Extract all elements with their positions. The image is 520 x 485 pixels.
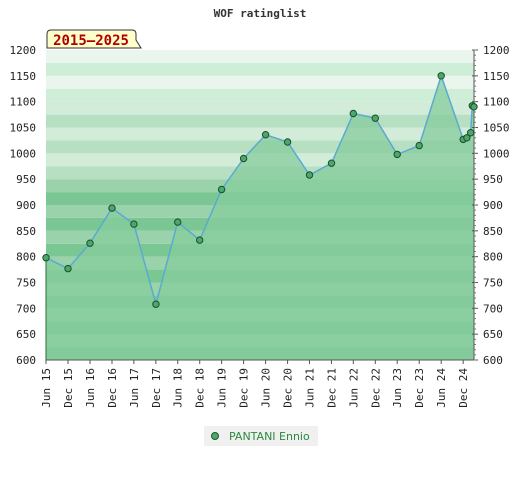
grid-band [46, 127, 474, 141]
x-tick-label: Jun 21 [303, 368, 316, 408]
grid-band [46, 88, 474, 102]
y-tick-label-right: 1100 [483, 96, 510, 109]
data-point [196, 236, 204, 244]
x-tick-label: Jun 20 [260, 368, 273, 408]
y-tick-label-right: 650 [483, 328, 503, 341]
y-tick-label-left: 1050 [10, 122, 37, 135]
y-tick-label-left: 850 [16, 225, 36, 238]
data-point [42, 254, 50, 262]
grid-band [46, 75, 474, 89]
data-point [466, 129, 475, 137]
legend-series-label: PANTANI Ennio [229, 429, 310, 443]
axes: 600 600 650 650 700 700 750 750 800 800 850 850 900 9… [10, 44, 510, 408]
x-tick-label: Dec 15 [62, 368, 75, 408]
x-tick-label: Dec 20 [282, 368, 295, 408]
y-tick-label-right: 800 [483, 251, 503, 264]
data-point [327, 159, 336, 167]
data-point [283, 138, 292, 146]
x-tick-label: Dec 19 [238, 368, 251, 408]
x-tick-label: Jun 23 [391, 368, 404, 408]
y-tick-label-right: 1050 [483, 122, 510, 135]
x-tick-label: Dec 24 [457, 368, 470, 408]
y-tick-label-right: 600 [483, 354, 503, 367]
data-point [437, 72, 445, 80]
y-tick-label-left: 1150 [10, 70, 37, 83]
grid-band [46, 114, 474, 128]
data-point [470, 103, 478, 111]
data-point [239, 154, 248, 163]
y-tick-label-right: 1000 [483, 147, 510, 160]
y-tick-label-right: 950 [483, 173, 503, 186]
chart-title: WOF ratinglist [214, 7, 307, 20]
data-point [305, 171, 314, 179]
y-tick-label-left: 1000 [10, 147, 37, 160]
data-point [152, 300, 160, 308]
x-tick-label: Dec 16 [106, 368, 119, 408]
period-box: 2015–2025 [46, 29, 142, 49]
period-label: 2015–2025 [53, 33, 129, 49]
data-point [86, 239, 94, 247]
x-tick-label: Dec 22 [369, 368, 382, 408]
y-tick-label-right: 1150 [483, 70, 510, 83]
y-tick-label-left: 750 [16, 277, 36, 290]
grid-band [46, 50, 474, 63]
x-tick-label: Dec 17 [150, 368, 163, 408]
data-point [174, 218, 182, 226]
x-tick-label: Jun 15 [40, 368, 53, 408]
x-tick-label: Jun 17 [128, 368, 141, 408]
x-tick-label: Dec 18 [194, 368, 207, 408]
x-tick-label: Jun 22 [347, 368, 360, 408]
x-tick-label: Jun 16 [84, 368, 97, 408]
data-point [217, 185, 226, 194]
y-tick-label-left: 900 [16, 199, 36, 212]
grid-band [46, 62, 474, 76]
data-point [349, 109, 357, 118]
y-tick-label-right: 750 [483, 277, 503, 290]
y-tick-label-left: 1100 [10, 96, 37, 109]
y-tick-label-left: 600 [16, 354, 36, 367]
y-tick-label-right: 850 [483, 225, 503, 238]
y-tick-label-right: 900 [483, 199, 503, 212]
markers-layer [42, 72, 478, 308]
x-tick-label: Jun 18 [172, 368, 185, 408]
data-point [261, 131, 270, 139]
data-point [64, 264, 72, 273]
data-point [108, 204, 116, 212]
y-tick-label-left: 1200 [10, 44, 37, 57]
x-tick-label: Jun 24 [435, 368, 448, 408]
y-tick-label-left: 650 [16, 328, 36, 341]
data-point [393, 150, 401, 159]
data-point [371, 114, 379, 122]
data-point [463, 134, 471, 142]
y-tick-label-right: 700 [483, 302, 503, 315]
grid-band [46, 101, 474, 115]
y-tick-label-right: 1200 [483, 44, 510, 57]
data-point [130, 220, 138, 228]
y-tick-label-left: 950 [16, 173, 36, 186]
y-tick-label-left: 700 [16, 302, 36, 315]
data-point [415, 141, 423, 150]
series-area [46, 75, 474, 361]
x-tick-label: Jun 19 [216, 368, 229, 408]
legend-marker-icon [211, 432, 219, 440]
x-tick-label: Dec 23 [413, 368, 426, 408]
y-tick-label-left: 800 [16, 251, 36, 264]
x-tick-label: Dec 21 [325, 368, 338, 408]
legend: PANTANI Ennio [204, 426, 318, 446]
